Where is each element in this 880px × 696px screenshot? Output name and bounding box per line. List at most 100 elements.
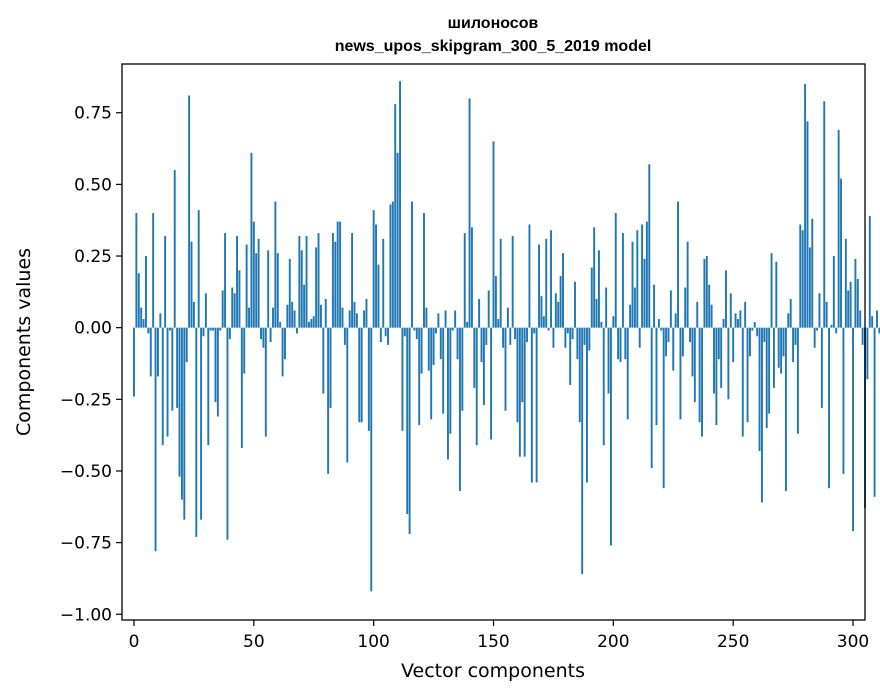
x-axis-ticks: 0 50 100 150 200 250 300: [129, 620, 869, 652]
bar-14: [166, 327, 169, 437]
bar-50: [252, 221, 255, 328]
bar-217: [653, 284, 656, 328]
bar-269: [777, 327, 780, 368]
x-axis-label: Vector components: [401, 660, 585, 682]
bar-136: [458, 327, 461, 492]
bar-66: [291, 301, 294, 328]
bar-83: [331, 233, 334, 328]
bar-204: [621, 233, 624, 328]
bar-59: [274, 201, 277, 328]
bar-53: [260, 327, 262, 340]
bar-96: [363, 310, 366, 328]
bar-64: [286, 304, 289, 328]
bar-201: [614, 213, 617, 328]
bar-110: [396, 152, 399, 328]
bar-51: [255, 253, 258, 328]
bar-275: [792, 327, 795, 363]
bar-162: [521, 327, 524, 403]
bar-286: [818, 293, 821, 328]
bar-195: [600, 321, 603, 328]
bar-290: [828, 327, 831, 489]
bar-289: [825, 301, 828, 328]
bar-112: [401, 327, 404, 431]
bar-268: [775, 261, 778, 328]
bar-80: [324, 299, 327, 328]
bar-164: [526, 327, 529, 342]
bar-182: [569, 327, 572, 385]
bar-237: [701, 327, 703, 437]
bar-225: [672, 327, 675, 371]
bar-178: [559, 276, 562, 328]
bar-105: [384, 327, 387, 337]
bar-122: [425, 307, 428, 328]
bar-209: [633, 287, 636, 328]
bar-114: [406, 327, 409, 514]
bar-211: [638, 327, 641, 348]
bar-75: [312, 316, 315, 328]
bar-203: [619, 327, 622, 363]
bar-98: [367, 327, 370, 431]
bar-199: [609, 327, 612, 546]
bar-238: [703, 258, 706, 328]
bar-120: [420, 327, 423, 374]
bar-152: [497, 319, 500, 328]
bar-52: [257, 238, 260, 328]
bar-219: [657, 319, 660, 328]
bar-85: [336, 221, 339, 328]
bar-285: [816, 327, 819, 331]
bar-309: [873, 327, 876, 497]
bar-149: [490, 327, 493, 440]
bar-259: [753, 321, 756, 328]
bar-181: [566, 327, 569, 334]
y-axis-label: Components values: [13, 248, 35, 436]
bar-151: [494, 276, 497, 328]
bar-295: [840, 178, 842, 328]
bar-171: [542, 316, 545, 328]
bar-271: [782, 327, 785, 357]
bar-301: [854, 258, 857, 328]
bar-212: [641, 224, 644, 328]
x-tick-label: 300: [837, 632, 869, 652]
bar-148: [487, 290, 490, 328]
bar-276: [794, 327, 797, 345]
bar-58: [272, 307, 274, 328]
bar-94: [358, 327, 361, 423]
chart-subtitle: news_upos_skipgram_300_5_2019 model: [335, 38, 652, 55]
bar-9: [154, 327, 157, 552]
bar-63: [284, 327, 286, 360]
bar-296: [842, 327, 845, 474]
bar-79: [322, 327, 325, 394]
bar-213: [643, 258, 646, 328]
bar-231: [686, 241, 689, 328]
bar-183: [571, 327, 574, 340]
bar-116: [411, 201, 413, 328]
bar-107: [389, 204, 392, 328]
bar-82: [329, 327, 332, 408]
bar-47: [245, 244, 248, 328]
bar-300: [852, 327, 854, 532]
x-tick-label: 150: [477, 632, 509, 652]
bar-278: [799, 224, 802, 328]
bar-141: [470, 227, 473, 328]
bar-135: [456, 327, 459, 360]
bar-230: [684, 287, 687, 328]
bar-93: [355, 313, 358, 328]
bar-249: [729, 293, 732, 328]
bar-277: [796, 327, 799, 434]
bar-101: [375, 224, 378, 328]
bar-177: [557, 301, 560, 328]
x-tick-label: 50: [243, 632, 265, 652]
bar-302: [856, 278, 859, 328]
bar-77: [317, 233, 320, 328]
bar-104: [382, 238, 385, 328]
bar-274: [789, 299, 792, 328]
bar-42: [233, 293, 236, 328]
bar-19: [178, 327, 181, 477]
bar-95: [360, 327, 363, 423]
bar-311: [878, 327, 880, 334]
bar-207: [629, 304, 632, 328]
y-tick-label: −0.25: [60, 390, 112, 410]
bar-6: [147, 327, 150, 334]
y-tick-label: −1.00: [60, 605, 112, 625]
bar-7: [149, 327, 152, 377]
